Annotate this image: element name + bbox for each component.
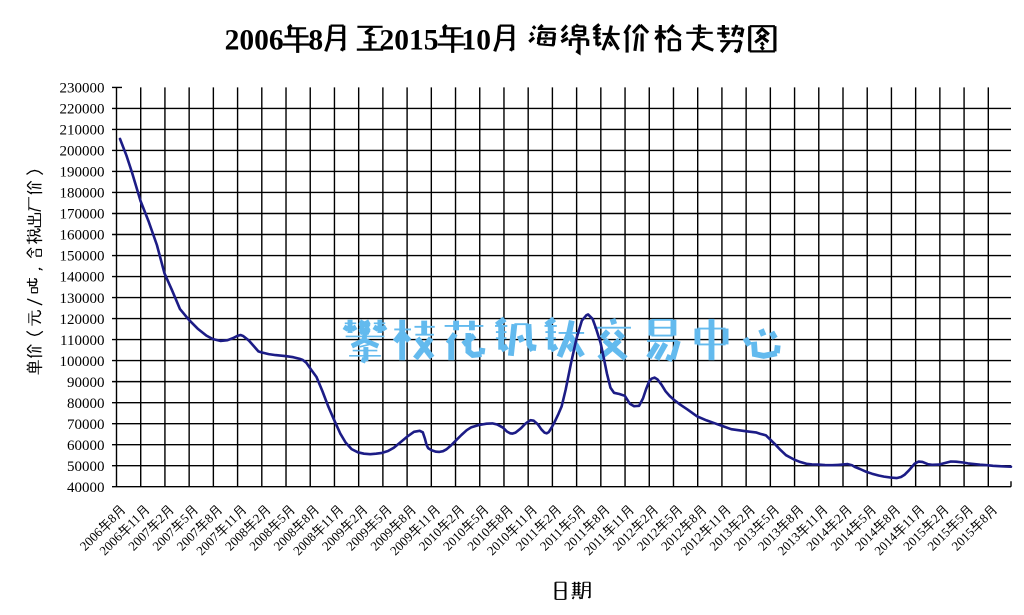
svg-text:70000: 70000 — [67, 417, 105, 433]
svg-text:220000: 220000 — [60, 102, 105, 118]
svg-text:180000: 180000 — [60, 186, 105, 202]
svg-text:190000: 190000 — [60, 165, 105, 181]
svg-text:130000: 130000 — [60, 291, 105, 307]
svg-text:210000: 210000 — [60, 123, 105, 139]
svg-text:230000: 230000 — [60, 81, 105, 97]
svg-text:40000: 40000 — [67, 480, 105, 496]
svg-text:80000: 80000 — [67, 396, 105, 412]
svg-text:90000: 90000 — [67, 375, 105, 391]
svg-text:2006: 2006 — [225, 24, 284, 56]
svg-text:10: 10 — [462, 24, 492, 56]
svg-text:170000: 170000 — [60, 207, 105, 223]
svg-text:60000: 60000 — [67, 438, 105, 454]
svg-text:120000: 120000 — [60, 312, 105, 328]
svg-text:160000: 160000 — [60, 228, 105, 244]
svg-text:200000: 200000 — [60, 144, 105, 160]
svg-text:150000: 150000 — [60, 249, 105, 265]
svg-text:2015: 2015 — [380, 24, 439, 56]
svg-text:100000: 100000 — [60, 354, 105, 370]
svg-text:8: 8 — [308, 24, 323, 56]
svg-text:50000: 50000 — [67, 459, 105, 475]
svg-text:110000: 110000 — [60, 333, 104, 349]
svg-text:140000: 140000 — [60, 270, 105, 286]
